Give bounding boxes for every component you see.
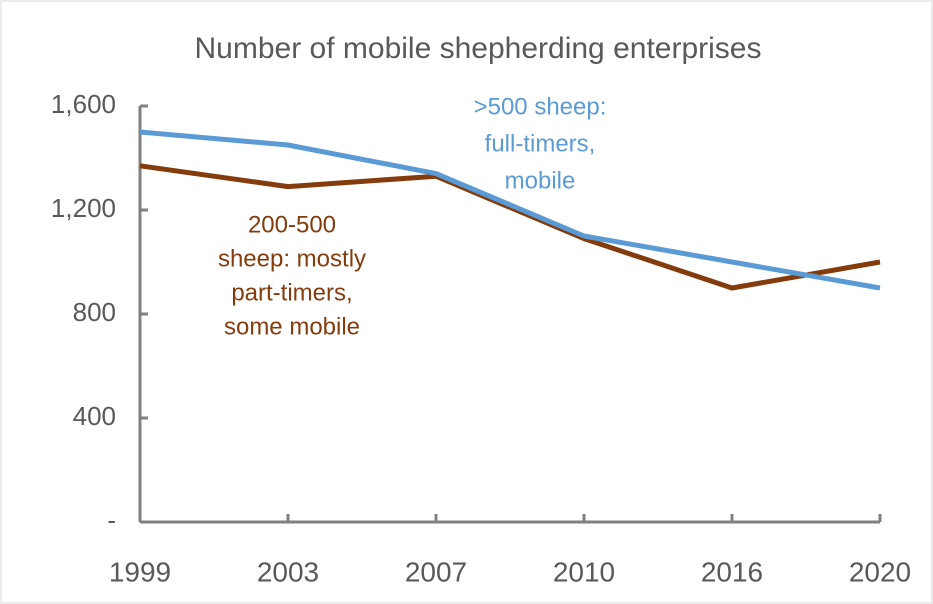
series-label: sheep: mostly [218, 245, 366, 272]
series-label: mobile [505, 167, 576, 194]
x-tick-label: 2020 [849, 556, 911, 587]
series-label: some mobile [224, 313, 360, 340]
y-tick-label: 400 [73, 401, 116, 431]
x-tick-label: 2016 [701, 556, 763, 587]
x-tick-label: 2010 [553, 556, 615, 587]
series-line [139, 129, 881, 291]
x-tick-label: 1999 [109, 556, 171, 587]
series-label: >500 sheep: [474, 93, 607, 120]
y-tick-label: 1,200 [51, 193, 116, 223]
y-tick-label: 1,600 [51, 89, 116, 119]
y-tick-label: - [107, 505, 116, 535]
y-tick-label: 800 [73, 297, 116, 327]
series-label: part-timers, [231, 279, 352, 306]
x-tick-label: 2007 [405, 556, 467, 587]
x-tick-label: 2003 [257, 556, 319, 587]
series-label: 200-500 [248, 211, 336, 238]
chart-title: Number of mobile shepherding enterprises [195, 32, 762, 65]
series-label: full-timers, [485, 130, 596, 157]
